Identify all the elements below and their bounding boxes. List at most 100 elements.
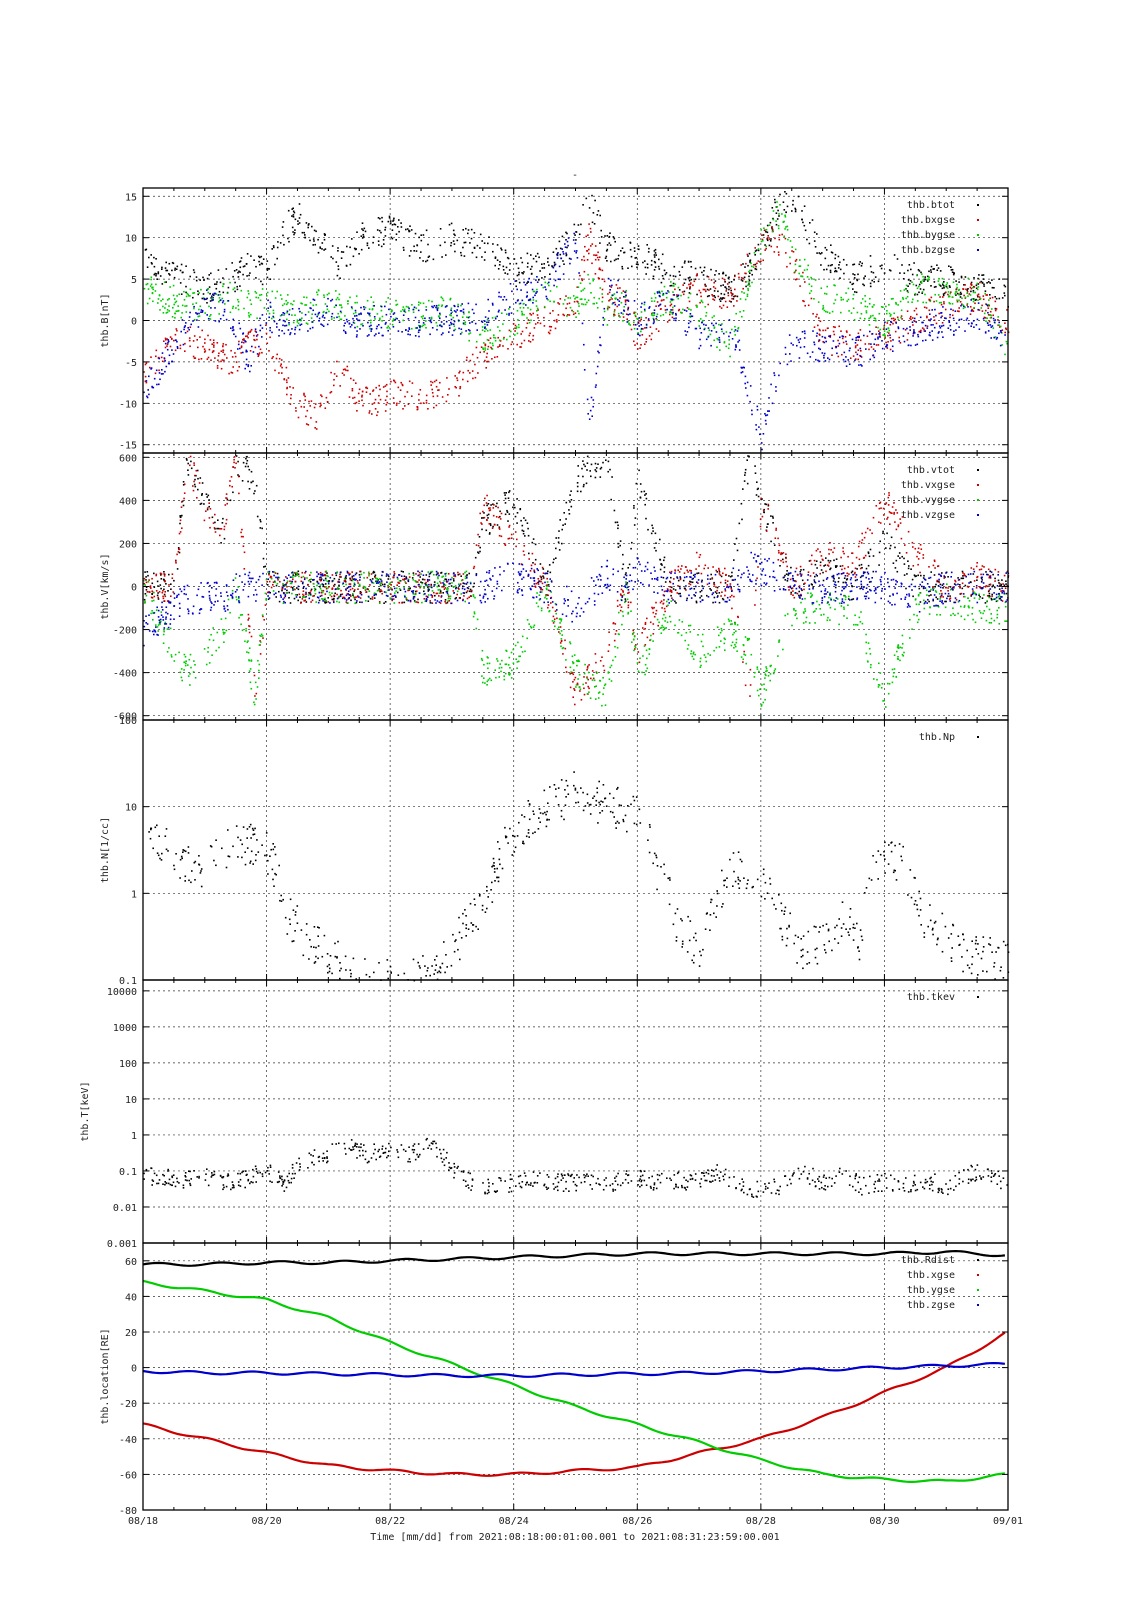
data-point	[906, 573, 908, 575]
data-point	[789, 240, 792, 242]
data-point	[407, 306, 409, 308]
data-point	[205, 510, 207, 512]
data-point	[941, 315, 943, 317]
data-point	[385, 321, 387, 324]
data-point	[823, 268, 825, 271]
data-point	[941, 325, 943, 327]
data-point	[751, 413, 753, 416]
data-point	[644, 266, 647, 269]
data-point	[864, 317, 866, 320]
data-point	[802, 300, 804, 302]
data-point	[746, 482, 749, 485]
data-point	[922, 288, 925, 291]
y-tick-label: 5	[131, 275, 137, 286]
data-point	[714, 591, 717, 593]
data-point	[772, 217, 774, 220]
data-point	[579, 274, 581, 277]
data-point	[210, 307, 212, 309]
data-point	[922, 301, 924, 304]
data-point	[854, 358, 857, 360]
data-point	[245, 358, 248, 361]
data-point	[586, 301, 588, 304]
data-point	[237, 474, 239, 476]
data-point	[624, 573, 627, 576]
data-point	[418, 301, 420, 304]
data-point	[469, 588, 472, 591]
data-point	[161, 266, 163, 269]
data-point	[807, 304, 810, 307]
data-point	[422, 260, 424, 262]
data-point	[765, 423, 767, 425]
data-point	[549, 290, 552, 292]
data-point	[766, 523, 769, 525]
data-point	[213, 527, 216, 529]
data-point	[198, 315, 201, 317]
data-point	[506, 256, 509, 259]
data-point	[513, 504, 515, 506]
data-point	[337, 250, 339, 252]
data-point	[734, 295, 737, 297]
data-point	[153, 265, 156, 268]
data-point	[286, 393, 288, 396]
data-point	[408, 229, 410, 232]
data-point	[859, 576, 862, 579]
data-point	[500, 296, 502, 298]
data-point	[883, 333, 886, 336]
data-point	[956, 300, 959, 303]
data-point	[581, 322, 584, 325]
data-point	[193, 307, 195, 310]
data-point	[611, 298, 613, 300]
data-point	[989, 294, 991, 296]
data-point	[729, 575, 732, 578]
data-point	[599, 242, 601, 244]
data-point	[790, 360, 792, 362]
data-point	[513, 258, 516, 260]
data-point	[775, 386, 777, 388]
data-point	[634, 344, 636, 346]
data-point	[733, 559, 735, 561]
data-point	[980, 573, 982, 576]
data-point	[466, 597, 469, 600]
data-point	[313, 406, 316, 409]
data-point	[890, 320, 892, 323]
data-point	[462, 311, 465, 313]
data-point	[733, 295, 735, 298]
data-point	[982, 278, 985, 280]
data-point	[819, 320, 822, 323]
data-point	[183, 328, 185, 331]
data-point	[995, 308, 998, 310]
data-point	[961, 577, 964, 580]
data-point	[659, 601, 662, 604]
data-point	[664, 305, 667, 307]
data-point	[852, 298, 854, 300]
data-point	[462, 371, 465, 374]
data-point	[435, 574, 438, 576]
data-point	[927, 278, 930, 280]
data-point	[858, 336, 860, 338]
data-point	[171, 269, 173, 272]
data-point	[452, 229, 455, 232]
data-point	[578, 272, 580, 274]
data-point	[879, 332, 881, 334]
data-point	[367, 600, 370, 602]
data-point	[361, 394, 363, 397]
data-point	[529, 308, 532, 311]
data-point	[742, 277, 744, 280]
data-point	[164, 370, 166, 373]
data-point	[547, 584, 550, 586]
data-point	[663, 571, 666, 573]
data-point	[628, 563, 631, 566]
data-point	[160, 300, 162, 302]
data-point	[221, 522, 224, 524]
data-point	[942, 294, 945, 297]
data-point	[970, 595, 972, 597]
data-point	[330, 371, 332, 374]
data-point	[808, 283, 811, 285]
data-point	[207, 356, 210, 359]
data-point	[696, 293, 698, 296]
data-point	[857, 339, 859, 341]
data-point	[155, 590, 158, 592]
data-point	[627, 604, 630, 607]
data-point	[508, 314, 510, 316]
data-point	[856, 278, 858, 281]
